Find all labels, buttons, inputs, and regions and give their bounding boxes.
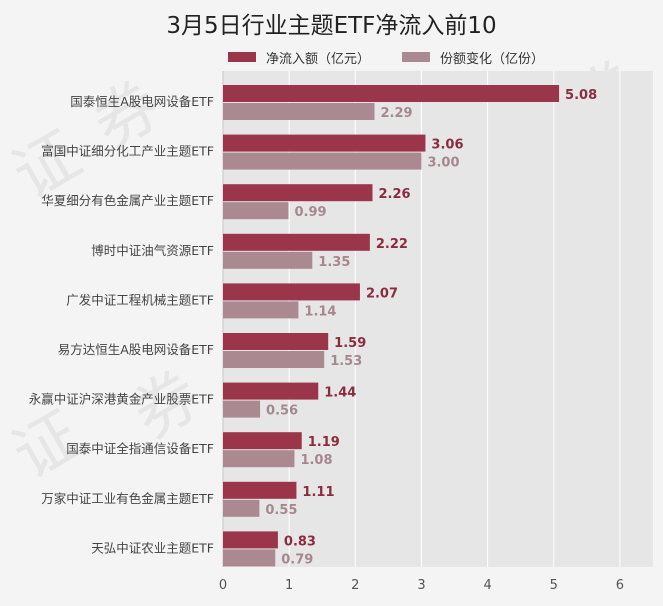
- bar-share-change: [223, 251, 313, 269]
- value-label-share-change: 3.00: [427, 156, 459, 171]
- x-tick-label: 6: [616, 578, 624, 593]
- bar-net-inflow: [223, 283, 360, 301]
- bar-share-change: [223, 301, 299, 319]
- x-tick-label: 5: [550, 578, 558, 593]
- bar-net-inflow: [223, 481, 297, 499]
- category-label: 易方达恒生A股电网设备ETF: [58, 342, 214, 357]
- value-label-net-inflow: 1.11: [302, 485, 334, 500]
- legend-item-net-inflow: 净流入额（亿元）: [228, 48, 370, 67]
- value-label-net-inflow: 0.83: [284, 534, 316, 549]
- bar-net-inflow: [223, 134, 426, 152]
- legend-swatch-net-inflow: [228, 52, 256, 62]
- legend-label-share-change: 份额变化（亿份）: [440, 51, 545, 67]
- x-tick-label: 0: [219, 578, 227, 593]
- value-label-share-change: 1.35: [318, 255, 350, 270]
- category-label: 广发中证工程机械主题ETF: [66, 292, 214, 307]
- legend: 净流入额（亿元） 份额变化（亿份）: [228, 48, 576, 67]
- bar-share-change: [223, 351, 325, 368]
- bar-share-change: [223, 549, 276, 567]
- bar-share-change: [223, 152, 422, 170]
- bar-share-change: [223, 499, 260, 517]
- bar-net-inflow: [223, 184, 373, 202]
- category-label: 国泰恒生A股电网设备ETF: [70, 94, 214, 109]
- category-label: 华夏细分有色金属产业主题ETF: [41, 193, 214, 208]
- bar-share-change: [223, 202, 289, 220]
- bar-share-change: [223, 400, 261, 418]
- bar-share-change: [223, 103, 375, 120]
- category-label: 富国中证细分化工产业主题ETF: [41, 144, 214, 159]
- legend-swatch-share-change: [402, 52, 431, 62]
- value-label-net-inflow: 1.44: [324, 386, 356, 401]
- value-label-share-change: 2.29: [380, 106, 412, 121]
- x-tick-label: 1: [285, 578, 293, 593]
- legend-label-net-inflow: 净流入额（亿元）: [266, 51, 371, 67]
- value-label-net-inflow: 3.06: [431, 138, 463, 153]
- bar-net-inflow: [223, 85, 560, 102]
- category-label: 永赢中证沪深港黄金产业股票ETF: [29, 392, 214, 407]
- legend-item-share-change: 份额变化（亿份）: [402, 48, 544, 67]
- x-tick-label: 3: [417, 578, 425, 593]
- value-label-net-inflow: 2.22: [376, 237, 408, 252]
- value-label-share-change: 0.55: [265, 503, 297, 518]
- bar-net-inflow: [223, 233, 370, 251]
- bar-net-inflow: [223, 432, 302, 450]
- category-label: 天弘中证农业主题ETF: [91, 540, 214, 555]
- value-label-share-change: 0.56: [266, 404, 298, 419]
- bar-net-inflow: [223, 333, 329, 350]
- category-label: 国泰中证全指通信设备ETF: [66, 441, 214, 456]
- category-label: 万家中证工业有色金属主题ETF: [41, 491, 214, 506]
- category-label: 博时中证油气资源ETF: [91, 243, 214, 258]
- x-tick-label: 2: [351, 578, 359, 593]
- value-label-share-change: 0.79: [281, 552, 313, 567]
- value-label-share-change: 1.53: [330, 354, 362, 369]
- x-tick-label: 4: [483, 578, 491, 593]
- value-label-share-change: 1.08: [300, 453, 332, 468]
- bar-net-inflow: [223, 382, 319, 400]
- value-label-net-inflow: 1.19: [308, 435, 340, 450]
- value-label-net-inflow: 5.08: [565, 88, 597, 103]
- value-label-net-inflow: 1.59: [334, 336, 366, 351]
- value-label-net-inflow: 2.07: [366, 286, 398, 301]
- value-label-share-change: 1.14: [304, 304, 336, 319]
- bar-share-change: [223, 450, 295, 468]
- value-label-share-change: 0.99: [294, 205, 326, 220]
- value-label-net-inflow: 2.26: [379, 187, 411, 202]
- chart-title: 3月5日行业主题ETF净流入前10: [166, 13, 497, 39]
- bar-net-inflow: [223, 531, 278, 549]
